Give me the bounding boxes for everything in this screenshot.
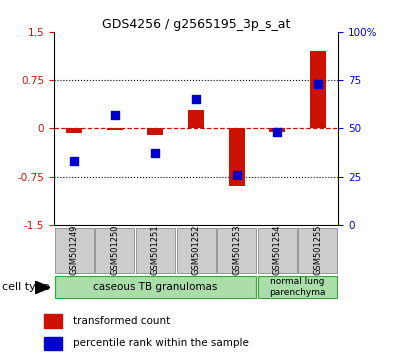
- Text: GSM501255: GSM501255: [314, 224, 322, 275]
- Bar: [176, 228, 216, 273]
- Bar: [228, 128, 245, 186]
- Text: percentile rank within the sample: percentile rank within the sample: [74, 338, 249, 348]
- Text: caseous TB granulomas: caseous TB granulomas: [93, 282, 218, 292]
- Bar: [44, 337, 62, 350]
- Text: transformed count: transformed count: [74, 316, 171, 326]
- Bar: [55, 276, 256, 298]
- Text: GSM501251: GSM501251: [151, 224, 160, 275]
- Bar: [310, 51, 326, 128]
- Bar: [55, 228, 94, 273]
- Text: GSM501254: GSM501254: [273, 224, 282, 275]
- Bar: [66, 128, 82, 133]
- Text: normal lung
parenchyma: normal lung parenchyma: [269, 278, 326, 297]
- Text: GSM501249: GSM501249: [70, 224, 78, 275]
- Bar: [136, 228, 175, 273]
- Bar: [107, 128, 123, 130]
- Text: cell type: cell type: [2, 282, 50, 292]
- Title: GDS4256 / g2565195_3p_s_at: GDS4256 / g2565195_3p_s_at: [102, 18, 290, 31]
- Point: [315, 81, 321, 87]
- Point: [152, 150, 158, 156]
- Text: GSM501250: GSM501250: [110, 224, 119, 275]
- Point: [234, 172, 240, 177]
- Point: [274, 129, 281, 135]
- Bar: [44, 314, 62, 328]
- Bar: [188, 110, 204, 128]
- Point: [71, 158, 77, 164]
- Bar: [95, 228, 134, 273]
- Text: GSM501253: GSM501253: [232, 224, 241, 275]
- Bar: [147, 128, 164, 135]
- Polygon shape: [35, 281, 50, 294]
- Bar: [298, 228, 338, 273]
- Point: [111, 112, 118, 118]
- Bar: [217, 228, 256, 273]
- Bar: [258, 276, 338, 298]
- Point: [193, 97, 199, 102]
- Bar: [258, 228, 297, 273]
- Bar: [269, 128, 285, 132]
- Text: GSM501252: GSM501252: [191, 224, 201, 275]
